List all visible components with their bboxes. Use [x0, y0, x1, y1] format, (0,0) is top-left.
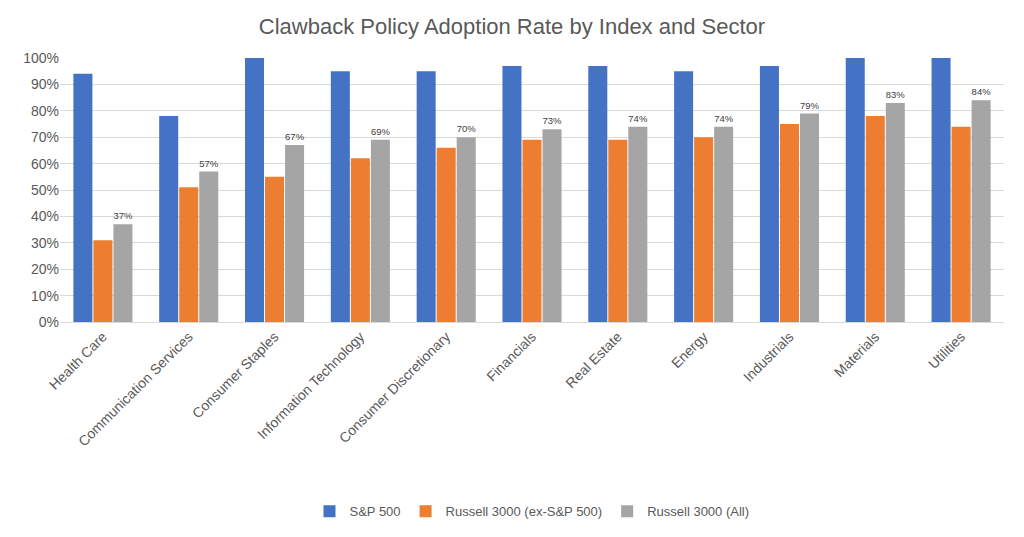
svg-text:80%: 80% [31, 103, 59, 119]
svg-text:67%: 67% [285, 131, 305, 142]
svg-text:79%: 79% [800, 100, 820, 111]
svg-text:Utilities: Utilities [925, 329, 968, 372]
svg-text:90%: 90% [31, 76, 59, 92]
svg-text:30%: 30% [31, 235, 59, 251]
svg-text:Industrials: Industrials [740, 329, 796, 385]
svg-text:70%: 70% [31, 129, 59, 145]
svg-text:0%: 0% [39, 314, 59, 330]
svg-text:Communication Services: Communication Services [75, 329, 196, 450]
svg-text:70%: 70% [457, 123, 477, 134]
svg-text:Financials: Financials [483, 329, 539, 385]
svg-text:40%: 40% [31, 208, 59, 224]
svg-text:74%: 74% [628, 113, 648, 124]
svg-text:60%: 60% [31, 156, 59, 172]
svg-text:20%: 20% [31, 261, 59, 277]
svg-text:83%: 83% [886, 89, 906, 100]
svg-text:69%: 69% [371, 126, 391, 137]
svg-text:100%: 100% [23, 50, 59, 66]
svg-text:S&P 500: S&P 500 [350, 504, 401, 519]
svg-text:Materials: Materials [831, 329, 882, 380]
svg-text:57%: 57% [199, 158, 219, 169]
svg-text:Information Technology: Information Technology [254, 329, 367, 442]
svg-text:84%: 84% [972, 86, 992, 97]
svg-text:Russell 3000 (All): Russell 3000 (All) [647, 504, 749, 519]
svg-text:74%: 74% [714, 113, 734, 124]
svg-text:Energy: Energy [668, 329, 711, 372]
svg-text:37%: 37% [113, 210, 133, 221]
svg-text:10%: 10% [31, 288, 59, 304]
svg-text:Real Estate: Real Estate [562, 328, 625, 391]
svg-text:Consumer Discretionary: Consumer Discretionary [336, 329, 454, 447]
svg-text:Clawback Policy Adoption Rate: Clawback Policy Adoption Rate by Index a… [259, 14, 765, 39]
svg-text:Health Care: Health Care [46, 328, 110, 392]
svg-text:50%: 50% [31, 182, 59, 198]
svg-text:Russell 3000 (ex-S&P 500): Russell 3000 (ex-S&P 500) [446, 504, 603, 519]
svg-text:73%: 73% [543, 115, 563, 126]
svg-text:Consumer Staples: Consumer Staples [189, 329, 282, 422]
